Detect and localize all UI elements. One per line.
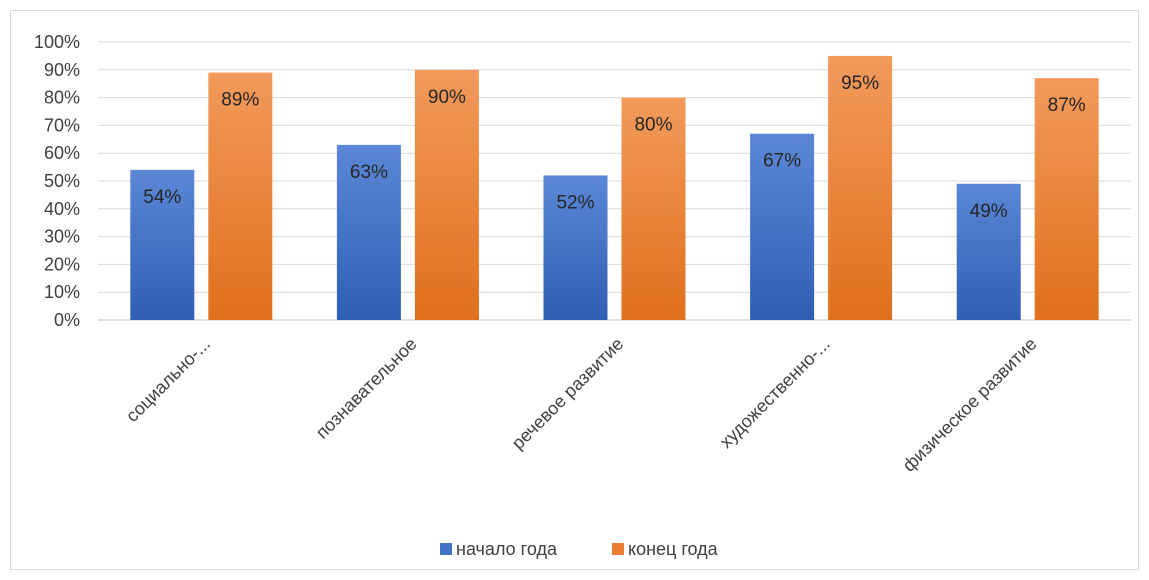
bar-start-4 [956,183,1021,320]
legend-swatch-0 [440,543,452,555]
data-label: 54% [143,187,181,208]
bar-end-0 [208,72,273,320]
legend-label-1: конец года [628,539,719,559]
y-tick-label: 60% [44,143,80,163]
bar-end-2 [621,97,686,320]
bars [130,55,1099,321]
bar-start-0 [130,169,195,320]
bar-end-3 [828,55,893,321]
category-label: физическое развитие [899,334,1041,476]
bar-end-4 [1034,78,1099,320]
data-label: 80% [634,115,672,136]
bar-end-1 [414,69,479,320]
y-tick-label: 100% [34,32,80,52]
data-label: 87% [1048,95,1086,116]
data-label: 49% [970,201,1008,222]
data-label: 67% [763,151,801,172]
data-labels: 54% 89% 63% 90% 52% 80% 67% 95% 49% 87% [143,73,1086,222]
legend-label-0: начало года [456,539,558,559]
y-tick-label: 10% [44,282,80,302]
category-label: художественно-... [716,334,834,452]
y-tick-label: 20% [44,254,80,274]
bar-start-3 [750,133,815,320]
data-label: 52% [556,192,594,213]
y-axis: 0% 10% 20% 30% 40% 50% 60% 70% 80% 90% 100% [34,32,80,330]
category-labels: социально-... познавательное речевое разви… [122,334,1041,476]
y-tick-label: 30% [44,227,80,247]
data-label: 95% [841,73,879,94]
category-label: социально-... [122,334,214,426]
y-tick-label: 0% [54,310,80,330]
legend: начало года конец года [440,539,719,559]
bar-start-1 [336,144,401,320]
y-tick-label: 70% [44,115,80,135]
y-tick-label: 40% [44,199,80,219]
y-tick-label: 50% [44,171,80,191]
legend-swatch-1 [612,543,624,555]
y-tick-label: 80% [44,88,80,108]
data-label: 63% [350,162,388,183]
data-label: 89% [221,90,259,111]
category-label: познавательное [312,334,421,443]
data-label: 90% [428,87,466,108]
bar-start-2 [543,175,608,320]
y-tick-label: 90% [44,60,80,80]
category-label: речевое развитие [508,334,628,454]
